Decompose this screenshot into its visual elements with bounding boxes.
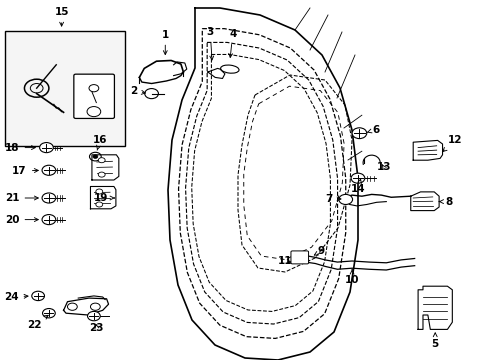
Circle shape [351, 128, 366, 139]
Text: 24: 24 [4, 292, 28, 302]
Text: 12: 12 [442, 135, 461, 152]
Text: 20: 20 [5, 215, 38, 225]
Text: 13: 13 [376, 162, 390, 172]
Circle shape [96, 202, 102, 207]
Text: 7: 7 [325, 194, 340, 204]
Text: 14: 14 [350, 179, 365, 194]
Circle shape [350, 173, 364, 183]
Text: 16: 16 [93, 135, 107, 150]
Circle shape [42, 165, 56, 175]
Text: 1: 1 [162, 30, 168, 54]
Text: 4: 4 [228, 29, 236, 58]
Circle shape [338, 194, 352, 204]
Text: 5: 5 [431, 333, 438, 349]
Circle shape [40, 143, 53, 153]
Circle shape [98, 158, 105, 163]
Circle shape [93, 155, 98, 158]
Text: 18: 18 [5, 143, 35, 153]
Circle shape [42, 309, 55, 318]
Circle shape [42, 215, 56, 225]
Circle shape [89, 152, 101, 161]
Text: 9: 9 [314, 246, 324, 256]
Ellipse shape [220, 65, 239, 73]
Circle shape [90, 303, 100, 310]
Circle shape [98, 172, 105, 177]
Text: 6: 6 [366, 125, 379, 135]
Text: 2: 2 [129, 86, 145, 96]
Circle shape [67, 303, 77, 310]
Circle shape [144, 89, 158, 99]
Text: 10: 10 [344, 270, 359, 285]
FancyBboxPatch shape [290, 251, 308, 264]
Text: 17: 17 [12, 166, 38, 176]
Circle shape [32, 291, 44, 301]
Text: 3: 3 [206, 27, 213, 60]
Text: 22: 22 [27, 315, 48, 330]
Text: 19: 19 [94, 193, 114, 203]
Text: 15: 15 [54, 7, 69, 26]
Bar [5, 31, 124, 146]
Text: 11: 11 [277, 256, 292, 266]
Text: 23: 23 [89, 323, 104, 333]
FancyBboxPatch shape [74, 74, 114, 118]
Text: 8: 8 [438, 197, 451, 207]
Circle shape [87, 311, 100, 321]
Text: 21: 21 [5, 193, 38, 203]
Circle shape [42, 193, 56, 203]
Circle shape [96, 189, 102, 194]
